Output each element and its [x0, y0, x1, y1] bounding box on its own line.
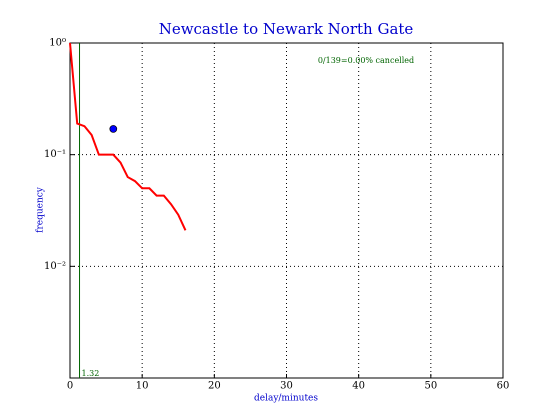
x-tick-label: 60	[497, 381, 510, 392]
y-tick-label: 10⁻¹	[44, 149, 66, 160]
x-tick-label: 10	[136, 381, 149, 392]
plot-frame	[69, 42, 504, 379]
chart-title: Newcastle to Newark North Gate	[159, 20, 414, 38]
x-tick-label: 40	[352, 381, 365, 392]
x-tick-label: 20	[208, 381, 221, 392]
y-tick-label: 10⁰	[49, 38, 66, 49]
x-tick-label: 50	[424, 381, 437, 392]
annotation: 0/139=0.00% cancelled	[318, 56, 414, 65]
data-point	[109, 125, 118, 133]
x-axis-label: delay/minutes	[254, 394, 318, 404]
y-tick-label: 10⁻²	[44, 261, 66, 272]
y-axis-label: frequency	[36, 186, 46, 233]
data-line	[69, 42, 187, 231]
threshold-label: 1.32	[82, 369, 100, 378]
x-tick-label: 30	[280, 381, 293, 392]
x-tick-label: 0	[67, 381, 73, 392]
